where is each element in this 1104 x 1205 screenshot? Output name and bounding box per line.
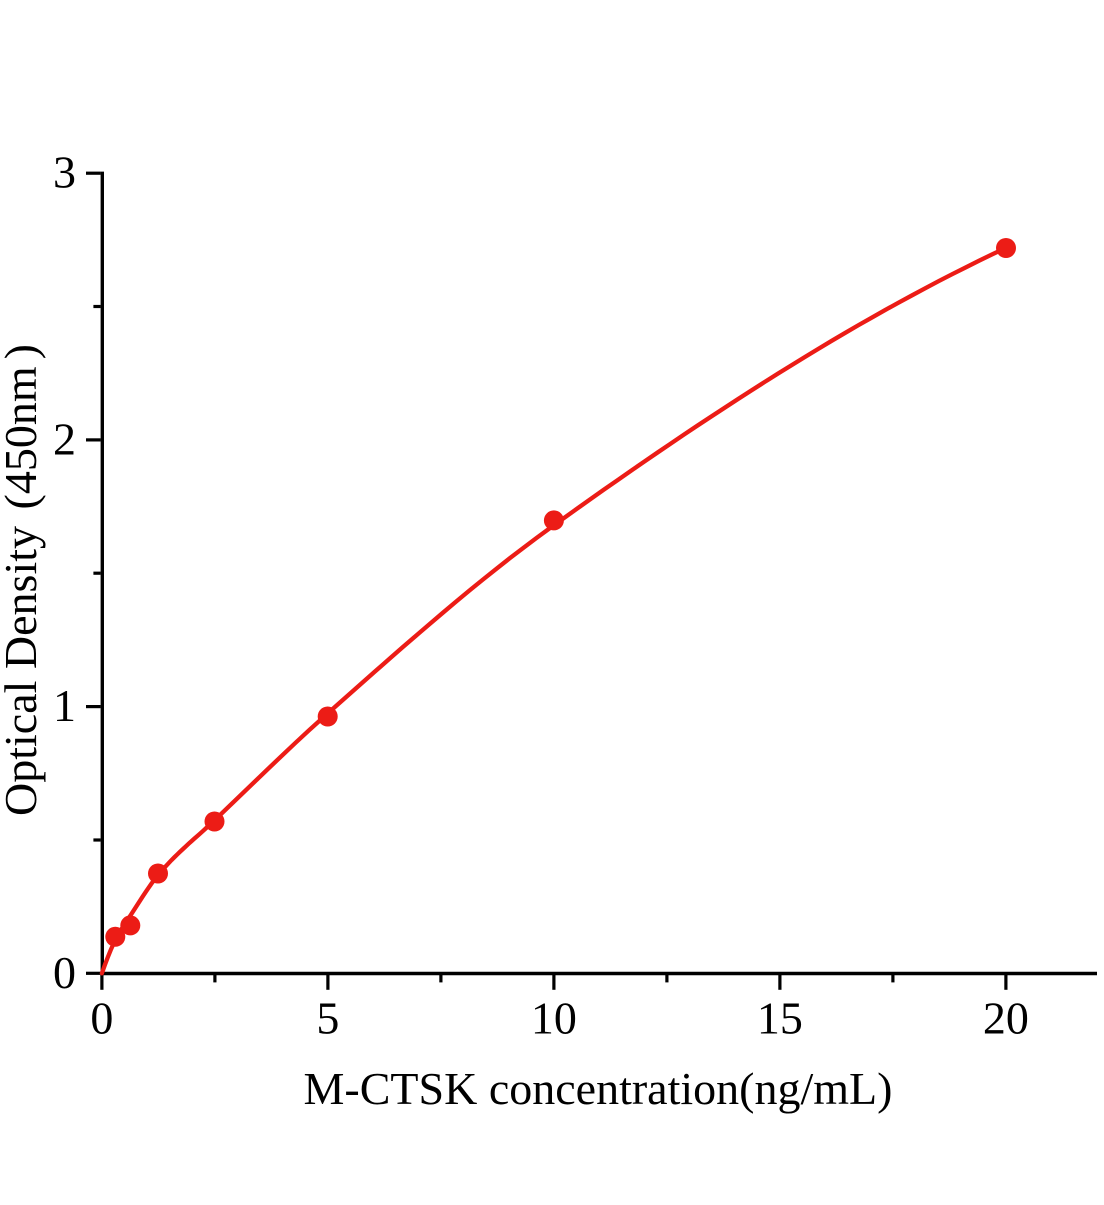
- svg-text:M-CTSK concentration(ng/mL): M-CTSK concentration(ng/mL): [304, 1063, 893, 1114]
- svg-text:0: 0: [53, 947, 76, 998]
- svg-text:3: 3: [53, 147, 76, 198]
- svg-text:1: 1: [53, 680, 76, 731]
- svg-text:5: 5: [316, 993, 339, 1044]
- svg-text:15: 15: [757, 993, 803, 1044]
- svg-text:20: 20: [983, 993, 1029, 1044]
- svg-text:Optical Density (450nm): Optical Density (450nm): [0, 344, 46, 816]
- svg-text:0: 0: [90, 993, 113, 1044]
- svg-text:2: 2: [53, 413, 76, 464]
- svg-text:10: 10: [531, 993, 577, 1044]
